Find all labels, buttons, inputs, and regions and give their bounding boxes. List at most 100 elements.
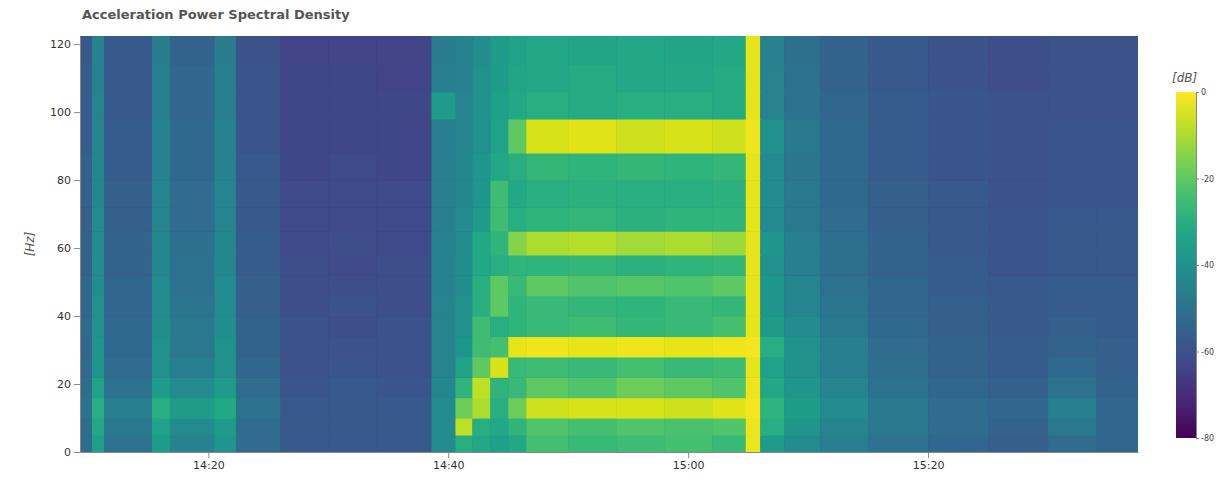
cell — [92, 36, 105, 65]
colorbar-title: [dB] — [1172, 71, 1198, 85]
cell — [280, 296, 329, 317]
cells — [80, 36, 1138, 452]
cell — [1048, 435, 1097, 452]
x-tick: 15:00 — [673, 452, 705, 472]
cell — [472, 296, 491, 317]
cell — [1048, 398, 1097, 419]
cell — [712, 92, 746, 120]
cell — [80, 180, 93, 208]
cell — [1048, 296, 1097, 317]
cell — [820, 398, 869, 419]
cell — [472, 398, 491, 419]
cell — [1048, 92, 1097, 120]
cell — [236, 255, 281, 276]
cell — [431, 207, 456, 231]
cell — [712, 207, 746, 231]
cell — [104, 65, 153, 93]
cell — [80, 119, 93, 154]
y-tick-label: 60 — [57, 242, 71, 255]
cell — [1048, 65, 1097, 93]
cell — [280, 336, 329, 357]
cell — [868, 435, 929, 452]
cell — [170, 153, 215, 181]
cell — [431, 316, 456, 337]
cell — [760, 275, 785, 296]
cell — [664, 316, 713, 337]
cell — [80, 357, 93, 378]
cell — [214, 296, 236, 317]
cell — [170, 296, 215, 317]
cell — [280, 275, 329, 296]
cell — [152, 153, 171, 181]
cell — [236, 65, 281, 93]
cell — [712, 336, 746, 357]
cell — [1096, 36, 1138, 65]
y-tick-mark — [74, 384, 80, 385]
cell — [664, 255, 713, 276]
cell — [784, 65, 821, 93]
plot-area — [80, 36, 1138, 452]
cell — [472, 377, 491, 398]
cell — [526, 231, 569, 255]
cell — [92, 336, 105, 357]
cell — [928, 180, 989, 208]
cell — [376, 296, 432, 317]
cell — [928, 435, 989, 452]
cell — [92, 180, 105, 208]
cell — [472, 119, 491, 154]
cell — [92, 357, 105, 378]
cell — [988, 435, 1049, 452]
x-axis-line — [81, 452, 1139, 453]
cell — [868, 180, 929, 208]
cell — [472, 65, 491, 93]
colorbar-tick: -80 — [1196, 434, 1214, 443]
cell — [328, 275, 377, 296]
x-tick-label: 15:00 — [673, 459, 705, 472]
cell — [1096, 92, 1138, 120]
cell — [712, 255, 746, 276]
cell — [1048, 231, 1097, 255]
cell — [490, 231, 509, 255]
cell — [820, 435, 869, 452]
cell — [92, 418, 105, 436]
cell — [712, 316, 746, 337]
cell — [472, 231, 491, 255]
cell — [664, 36, 713, 65]
cell — [820, 316, 869, 337]
cell — [214, 153, 236, 181]
cell — [1048, 336, 1097, 357]
cell — [104, 153, 153, 181]
cell — [280, 435, 329, 452]
x-tick-mark — [208, 452, 209, 458]
cell — [760, 398, 785, 419]
cell — [784, 180, 821, 208]
cell — [820, 296, 869, 317]
cell — [1096, 357, 1138, 378]
cell — [1048, 418, 1097, 436]
cell — [236, 207, 281, 231]
colorbar-tick-mark — [1196, 352, 1199, 353]
cell — [80, 36, 93, 65]
cell — [152, 36, 171, 65]
cell — [328, 255, 377, 276]
cell — [214, 316, 236, 337]
cell — [988, 296, 1049, 317]
cell — [376, 119, 432, 154]
cell — [214, 357, 236, 378]
cell — [455, 92, 472, 120]
cell — [280, 231, 329, 255]
cell — [746, 119, 761, 154]
cell — [152, 255, 171, 276]
cell — [328, 377, 377, 398]
cell — [236, 435, 281, 452]
cell — [104, 92, 153, 120]
cell — [784, 207, 821, 231]
y-axis-line — [80, 37, 81, 453]
cell — [472, 435, 491, 452]
cell — [568, 418, 617, 436]
cell — [455, 153, 472, 181]
cell — [784, 357, 821, 378]
cell — [170, 92, 215, 120]
cell — [328, 65, 377, 93]
y-tick-mark — [74, 44, 80, 45]
